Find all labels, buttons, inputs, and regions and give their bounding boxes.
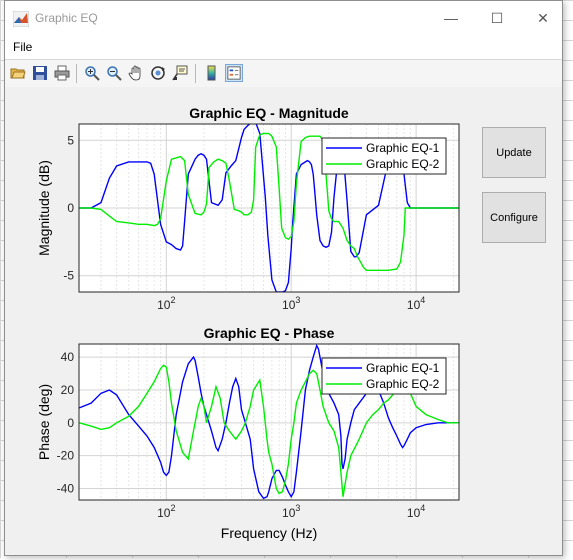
configure-button-label: Configure: [490, 211, 538, 224]
x-tick-label: 102: [157, 295, 175, 312]
axes-title: Graphic EQ - Phase: [204, 325, 335, 341]
legend-box: [321, 137, 447, 175]
pan-icon: [128, 65, 141, 81]
series-line-1: [79, 124, 459, 292]
y-tick-label: -40: [57, 482, 75, 496]
y-tick-label: -20: [57, 449, 75, 463]
y-tick-label: 40: [61, 350, 75, 364]
data-cursor-button[interactable]: [171, 64, 189, 82]
print-icon: [54, 65, 70, 81]
colorbar-button[interactable]: [203, 64, 221, 82]
legend: Graphic EQ-1 Graphic EQ-2: [321, 357, 447, 395]
open-button[interactable]: [9, 64, 27, 82]
menu-bar: File: [5, 35, 562, 59]
menu-file[interactable]: File: [13, 40, 33, 54]
zoom-out-button[interactable]: [105, 64, 123, 82]
zoom-in-icon: [85, 66, 100, 81]
data-cursor-icon: [172, 65, 188, 81]
save-button[interactable]: [31, 64, 49, 82]
pan-button[interactable]: [127, 64, 145, 82]
update-button[interactable]: Update: [482, 127, 546, 178]
figure-window: Graphic EQ — ☐ ✕ File: [4, 0, 563, 556]
y-tick-label: 20: [61, 383, 75, 397]
print-button[interactable]: [53, 64, 71, 82]
y-axis-label: Magnitude (dB): [36, 160, 52, 256]
series-line-2: [79, 132, 459, 272]
y-tick-label: 0: [67, 201, 74, 215]
save-icon: [33, 66, 47, 80]
y-tick-label: 0: [67, 416, 74, 430]
legend-label-2: Graphic EQ-2: [366, 157, 440, 171]
y-axis-label: Phase (deg): [36, 384, 52, 460]
x-axis-label: Frequency (Hz): [221, 525, 317, 541]
x-tick-label: 103: [282, 295, 300, 312]
close-button[interactable]: ✕: [520, 1, 566, 35]
figure-canvas: 5 0 -5 102 103 104 Graphic EQ - Magnitude Magni…: [36, 105, 460, 541]
matlab-icon: [13, 11, 29, 27]
y-tick-label: 5: [67, 133, 74, 147]
x-tick-label: 104: [407, 503, 425, 520]
update-button-label: Update: [496, 146, 532, 159]
window-title: Graphic EQ: [35, 11, 98, 25]
close-icon: ✕: [537, 9, 549, 26]
axes-frame: [78, 343, 460, 501]
open-icon: [10, 68, 26, 79]
axes-title: Graphic EQ - Magnitude: [189, 105, 349, 121]
legend-button[interactable]: [225, 64, 243, 82]
plot-area: 5 0 -5 102 103 104 Graphic EQ - Magnitude Magni…: [5, 87, 562, 555]
x-tick-label: 104: [407, 295, 425, 312]
series-line-2: [79, 364, 459, 497]
x-tick-label: 103: [282, 503, 300, 520]
legend: Graphic EQ-1 Graphic EQ-2: [321, 137, 447, 175]
legend-label-1: Graphic EQ-1: [366, 141, 440, 155]
figure-toolbar: [5, 59, 562, 88]
toolbar-separator: [195, 64, 196, 83]
legend-icon: [227, 66, 241, 80]
y-tick-label: -5: [63, 269, 74, 283]
title-bar: Graphic EQ — ☐ ✕: [5, 1, 562, 35]
maximize-icon: ☐: [490, 9, 504, 26]
legend-box: [321, 357, 447, 395]
axes-frame: [78, 123, 460, 293]
rotate-button[interactable]: [149, 64, 167, 82]
zoom-in-button[interactable]: [83, 64, 101, 82]
x-tick-label: 102: [157, 503, 175, 520]
legend-label-2: Graphic EQ-2: [366, 377, 440, 391]
rotate-icon: [151, 66, 165, 80]
axes-2: 40 20 0 -20 -40 102 103 104 Graphic EQ - Phase Ph…: [36, 325, 460, 541]
colorbar-icon: [207, 65, 216, 81]
toolbar-separator: [76, 64, 77, 83]
configure-button[interactable]: Configure: [482, 192, 546, 243]
maximize-button[interactable]: ☐: [474, 1, 520, 35]
axes-1: 5 0 -5 102 103 104 Graphic EQ - Magnitude Magni…: [36, 105, 460, 312]
legend-label-1: Graphic EQ-1: [366, 361, 440, 375]
minimize-button[interactable]: —: [428, 1, 474, 35]
minimize-icon: —: [444, 10, 458, 26]
zoom-out-icon: [107, 66, 122, 81]
